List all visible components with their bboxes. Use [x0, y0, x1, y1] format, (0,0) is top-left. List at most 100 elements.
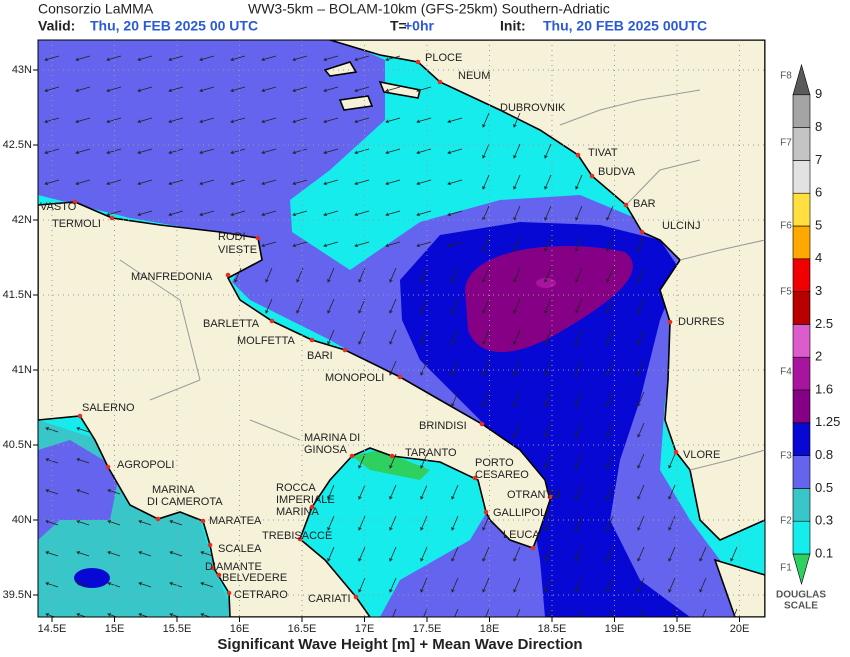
direction-arrow	[575, 484, 583, 500]
direction-arrow	[575, 329, 583, 345]
place-label: BAR	[633, 198, 656, 210]
direction-arrow	[637, 515, 645, 531]
direction-arrow	[261, 179, 277, 186]
place-dot	[155, 516, 161, 522]
direction-arrow	[327, 515, 335, 531]
direction-arrow	[451, 391, 459, 407]
place-label: CETRARO	[234, 589, 288, 601]
colorbar-segment	[792, 192, 811, 227]
direction-arrow	[575, 577, 583, 593]
land	[713, 558, 765, 617]
direction-arrow	[261, 210, 277, 217]
place-dot	[226, 590, 232, 596]
direction-arrow	[261, 148, 277, 155]
direction-arrow	[423, 608, 428, 617]
direction-arrow	[230, 179, 246, 186]
direction-arrow	[327, 267, 335, 283]
direction-arrow	[637, 453, 645, 469]
place-dot	[225, 272, 231, 278]
direction-arrow	[482, 112, 490, 128]
direction-arrow	[76, 489, 90, 495]
direction-arrow	[451, 360, 459, 376]
direction-arrow	[575, 422, 583, 438]
direction-arrow	[513, 298, 521, 314]
direction-arrow	[354, 55, 370, 62]
direction-arrow	[358, 515, 366, 531]
colorbar-label: 0.1	[815, 545, 833, 560]
place-label: MARATEA	[209, 515, 262, 527]
direction-arrow	[168, 148, 184, 155]
direction-arrow	[513, 236, 521, 252]
place-label: MARINA	[152, 484, 195, 496]
direction-arrow	[168, 117, 184, 124]
direction-arrow	[544, 515, 552, 531]
colorbar-label: 0.5	[815, 480, 833, 495]
direction-arrow	[575, 546, 583, 562]
lon-label: 20E	[730, 623, 750, 635]
direction-arrow	[75, 148, 91, 155]
direction-arrow	[169, 520, 183, 526]
place-dot	[389, 453, 395, 459]
direction-arrow	[544, 267, 552, 283]
douglas-label: F1	[780, 563, 792, 574]
direction-arrow	[451, 546, 459, 562]
direction-arrow	[513, 329, 521, 345]
direction-arrow	[44, 86, 60, 93]
lon-label: 15E	[105, 623, 125, 635]
place-label: BELVEDERE	[222, 572, 287, 584]
direction-arrow	[200, 613, 212, 617]
direction-arrow	[75, 117, 91, 124]
place-label: TERMOLI	[52, 218, 101, 230]
direction-arrow	[168, 179, 184, 186]
direction-arrow	[482, 577, 490, 593]
colorbar-segment	[792, 160, 811, 194]
direction-arrow	[575, 267, 583, 283]
direction-arrow	[292, 148, 308, 155]
place-label: BUDVA	[598, 166, 636, 178]
direction-arrow	[261, 55, 277, 62]
direction-arrow	[668, 484, 676, 500]
axis-labels: 43N 42.5N 42N 41.5N 41N 40.5N 40N 39.5N 14.5E 15E…	[3, 64, 750, 635]
island	[323, 61, 421, 111]
place-label: PLOCE	[425, 52, 462, 64]
place-dot	[210, 565, 216, 571]
direction-arrow	[544, 174, 552, 190]
direction-arrow	[76, 582, 90, 588]
colorbar-label: 9	[815, 86, 822, 101]
direction-arrow	[544, 360, 552, 376]
direction-arrow	[482, 267, 490, 283]
direction-arrow	[606, 298, 614, 314]
colorbar-label: 0.8	[815, 447, 833, 462]
place-dot	[483, 509, 489, 515]
direction-arrow	[640, 608, 645, 617]
direction-arrow	[544, 298, 552, 314]
place-label: DUBROVNIK	[500, 102, 566, 114]
lon-label: 16E	[230, 623, 250, 635]
direction-arrow	[107, 489, 121, 495]
direction-arrow	[107, 520, 121, 526]
douglas-label: F4	[780, 367, 792, 378]
direction-arrow	[668, 453, 676, 469]
colorbar-segment	[792, 324, 811, 358]
direction-arrow	[451, 298, 459, 314]
direction-arrow	[447, 210, 463, 217]
place-label: DIAMANTE	[205, 561, 262, 573]
place-label: ULCINJ	[662, 220, 701, 232]
direction-arrow	[354, 179, 370, 186]
colorbar-segment	[792, 455, 811, 489]
direction-arrow	[138, 613, 150, 617]
direction-arrow	[385, 179, 401, 186]
sea-blue-spot	[74, 568, 110, 588]
direction-arrow	[327, 329, 335, 345]
place-dot	[269, 318, 275, 324]
place-label: RODI	[218, 231, 246, 243]
direction-arrow	[389, 329, 397, 345]
direction-arrow	[637, 298, 645, 314]
colorbar-segment	[792, 127, 811, 161]
place-dot	[575, 152, 581, 158]
direction-arrow	[606, 577, 614, 593]
direction-arrow	[45, 520, 59, 526]
direction-arrow	[451, 484, 459, 500]
place-dot	[547, 494, 553, 500]
direction-arrow	[513, 143, 521, 159]
